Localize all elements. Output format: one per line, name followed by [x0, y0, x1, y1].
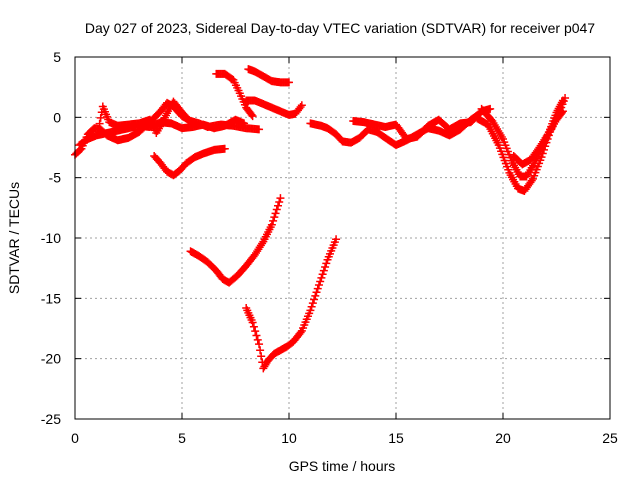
data-point — [248, 112, 257, 121]
data-point — [296, 102, 305, 111]
data-point — [322, 259, 331, 268]
tick-labels: 0 5 10 15 20 25 -25 -20 -15 -10 -5 0 5 — [41, 49, 618, 446]
series-seg10 — [306, 109, 484, 150]
x-tick-label: 10 — [281, 430, 297, 446]
data-point — [220, 144, 229, 153]
series-seg5 — [212, 69, 257, 121]
chart-title: Day 027 of 2023, Sidereal Day-to-day VTE… — [85, 20, 595, 36]
data-point — [527, 176, 536, 185]
x-tick-label: 20 — [495, 430, 511, 446]
x-tick-label: 25 — [602, 430, 618, 446]
data-point — [306, 306, 315, 315]
y-axis-label: SDTVAR / TECUs — [6, 182, 22, 294]
data-point — [311, 291, 320, 300]
data-point — [258, 239, 267, 248]
data-point — [332, 235, 341, 244]
series-seg9 — [242, 235, 341, 373]
data-point — [314, 281, 323, 290]
data-point — [312, 288, 321, 297]
data-point — [252, 331, 261, 340]
data-point — [257, 352, 266, 361]
data-point — [318, 270, 327, 279]
data-point — [271, 209, 280, 218]
data-point — [275, 197, 284, 206]
data-point — [267, 220, 276, 229]
data-point — [307, 302, 316, 311]
y-tick-label: -10 — [41, 230, 61, 246]
data-point — [319, 266, 328, 275]
series-seg11 — [349, 104, 495, 144]
x-tick-label: 5 — [178, 430, 186, 446]
data-point — [247, 110, 256, 119]
y-tick-label: -20 — [41, 351, 61, 367]
x-axis-label: GPS time / hours — [289, 458, 396, 474]
data-point — [313, 284, 322, 293]
y-tick-label: -5 — [49, 170, 62, 186]
data-point — [561, 94, 570, 103]
grid — [75, 57, 610, 419]
y-tick-label: -25 — [41, 411, 61, 427]
x-tick-label: 0 — [71, 430, 79, 446]
data-points — [71, 65, 570, 373]
y-tick-label: -15 — [41, 290, 61, 306]
data-point — [285, 78, 293, 87]
data-point — [317, 273, 326, 282]
data-point — [276, 194, 285, 203]
data-point — [272, 205, 281, 214]
series-seg3 — [94, 97, 195, 138]
data-point — [310, 295, 319, 304]
y-tick-label: 5 — [53, 49, 61, 65]
data-point — [270, 213, 279, 222]
data-point — [256, 346, 265, 355]
data-point — [251, 327, 260, 336]
data-point — [557, 108, 566, 117]
data-point — [537, 153, 546, 162]
series-seg7 — [242, 96, 306, 119]
data-point — [538, 149, 547, 158]
plot-frame — [74, 56, 611, 420]
data-point — [249, 322, 258, 331]
series-seg4 — [150, 144, 229, 180]
x-tick-label: 15 — [388, 430, 404, 446]
series-seg8 — [186, 194, 285, 287]
data-point — [316, 277, 325, 286]
data-point — [248, 318, 257, 327]
data-point — [321, 262, 330, 271]
series-seg14 — [509, 107, 567, 169]
data-point — [308, 299, 317, 308]
data-point — [255, 340, 264, 349]
data-point — [253, 335, 262, 344]
data-point — [186, 118, 195, 127]
data-point — [255, 125, 264, 134]
y-tick-label: 0 — [53, 109, 61, 125]
data-point — [185, 116, 194, 125]
data-point — [94, 125, 103, 134]
data-point — [269, 216, 278, 225]
series-seg6 — [244, 65, 293, 87]
data-point — [240, 119, 249, 128]
data-point — [297, 101, 306, 110]
data-point — [273, 201, 282, 210]
data-point — [296, 328, 305, 337]
data-point — [95, 119, 104, 128]
data-point — [486, 104, 495, 113]
data-point — [558, 107, 567, 116]
data-point — [96, 113, 105, 122]
